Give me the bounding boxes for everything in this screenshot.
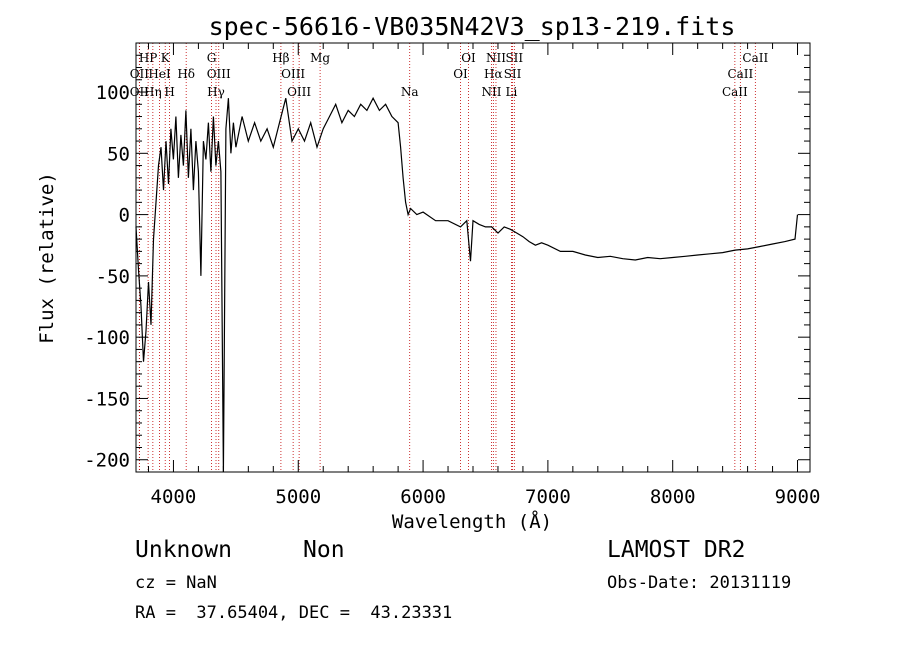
marker-label: K [161, 51, 171, 65]
marker-label: CaII [727, 67, 753, 81]
marker-label: SII [505, 51, 523, 65]
marker-label: NII [481, 85, 501, 99]
marker-label: SII [504, 67, 522, 81]
marker-label: OIII [287, 85, 311, 99]
marker-label: HP [139, 51, 158, 65]
marker-label: H [164, 85, 174, 99]
y-axis-label: Flux (relative) [36, 172, 58, 344]
spectrum-line [135, 96, 799, 473]
marker-label: Hγ [207, 85, 225, 99]
x-axis-ticks: 4000 5000 6000 7000 8000 9000 [147, 43, 821, 508]
y-tick-label: -100 [84, 327, 130, 349]
object-class: Unknown [135, 537, 232, 563]
plot-frame [135, 42, 811, 473]
y-tick-label: 50 [107, 143, 130, 165]
marker-label: OI [461, 51, 476, 65]
x-tick-label: 7000 [525, 486, 571, 508]
redshift-value: cz = NaN [135, 573, 217, 593]
x-tick-label: 8000 [650, 486, 696, 508]
y-tick-label: -200 [84, 450, 130, 472]
marker-label: Hα [484, 67, 503, 81]
marker-label: CaII [722, 85, 748, 99]
chart-title: spec-56616-VB035N42V3_sp13-219.fits [209, 12, 736, 41]
x-tick-label: 5000 [275, 486, 321, 508]
y-tick-label: 0 [119, 205, 130, 227]
y-tick-label: -50 [96, 266, 130, 288]
marker-label: OIII [207, 67, 231, 81]
marker-label: Hη [144, 85, 162, 99]
x-tick-label: 9000 [775, 486, 821, 508]
survey-name: LAMOST DR2 [607, 537, 746, 563]
coordinates: RA = 37.65404, DEC = 43.23331 [135, 603, 453, 623]
obs-date: Obs-Date: 20131119 [607, 573, 792, 593]
marker-label: HeI [148, 67, 171, 81]
marker-label: CaII [742, 51, 768, 65]
marker-label: Hβ [272, 51, 289, 65]
marker-label: OI [453, 67, 468, 81]
marker-label: Hδ [177, 67, 195, 81]
marker-label: Li [506, 85, 518, 99]
object-subclass: Non [303, 537, 345, 563]
marker-label: Mg [310, 51, 330, 65]
marker-label: Na [401, 85, 419, 99]
x-tick-label: 4000 [151, 486, 197, 508]
marker-label: G [207, 51, 217, 65]
x-axis-label: Wavelength (Å) [392, 510, 552, 533]
marker-label: NII [486, 51, 506, 65]
x-tick-label: 6000 [400, 486, 446, 508]
y-axis-ticks: -200 -150 -100 -50 0 50 100 [84, 42, 810, 472]
marker-label: OIII [281, 67, 305, 81]
y-tick-label: 100 [96, 82, 130, 104]
y-tick-label: -150 [84, 388, 130, 410]
